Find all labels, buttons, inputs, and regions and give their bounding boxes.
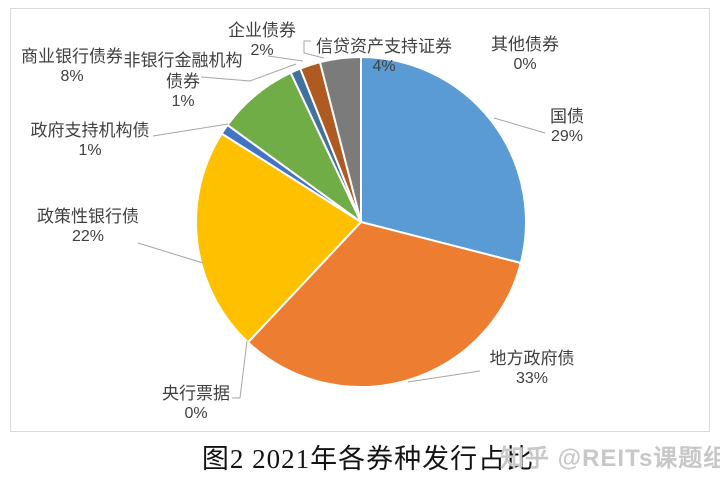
pie-slice-政策性银行债 — [194, 132, 363, 344]
leader-line — [267, 55, 304, 62]
pie-slice-信贷资产支持证券 — [318, 55, 362, 223]
leader-line — [303, 40, 325, 59]
watermark: 知乎 @REITs课题组 — [500, 445, 720, 472]
leader-line — [232, 340, 248, 399]
pie-slice-国债 — [360, 55, 527, 265]
leader-line — [152, 123, 229, 137]
figure-caption: 图2 2021年各券种发行占比 — [201, 444, 535, 474]
leader-line — [493, 117, 546, 134]
pie-slice-地方政府债 — [246, 220, 523, 388]
leader-line — [137, 242, 204, 264]
leader-line — [407, 370, 481, 383]
leader-line — [200, 63, 297, 82]
